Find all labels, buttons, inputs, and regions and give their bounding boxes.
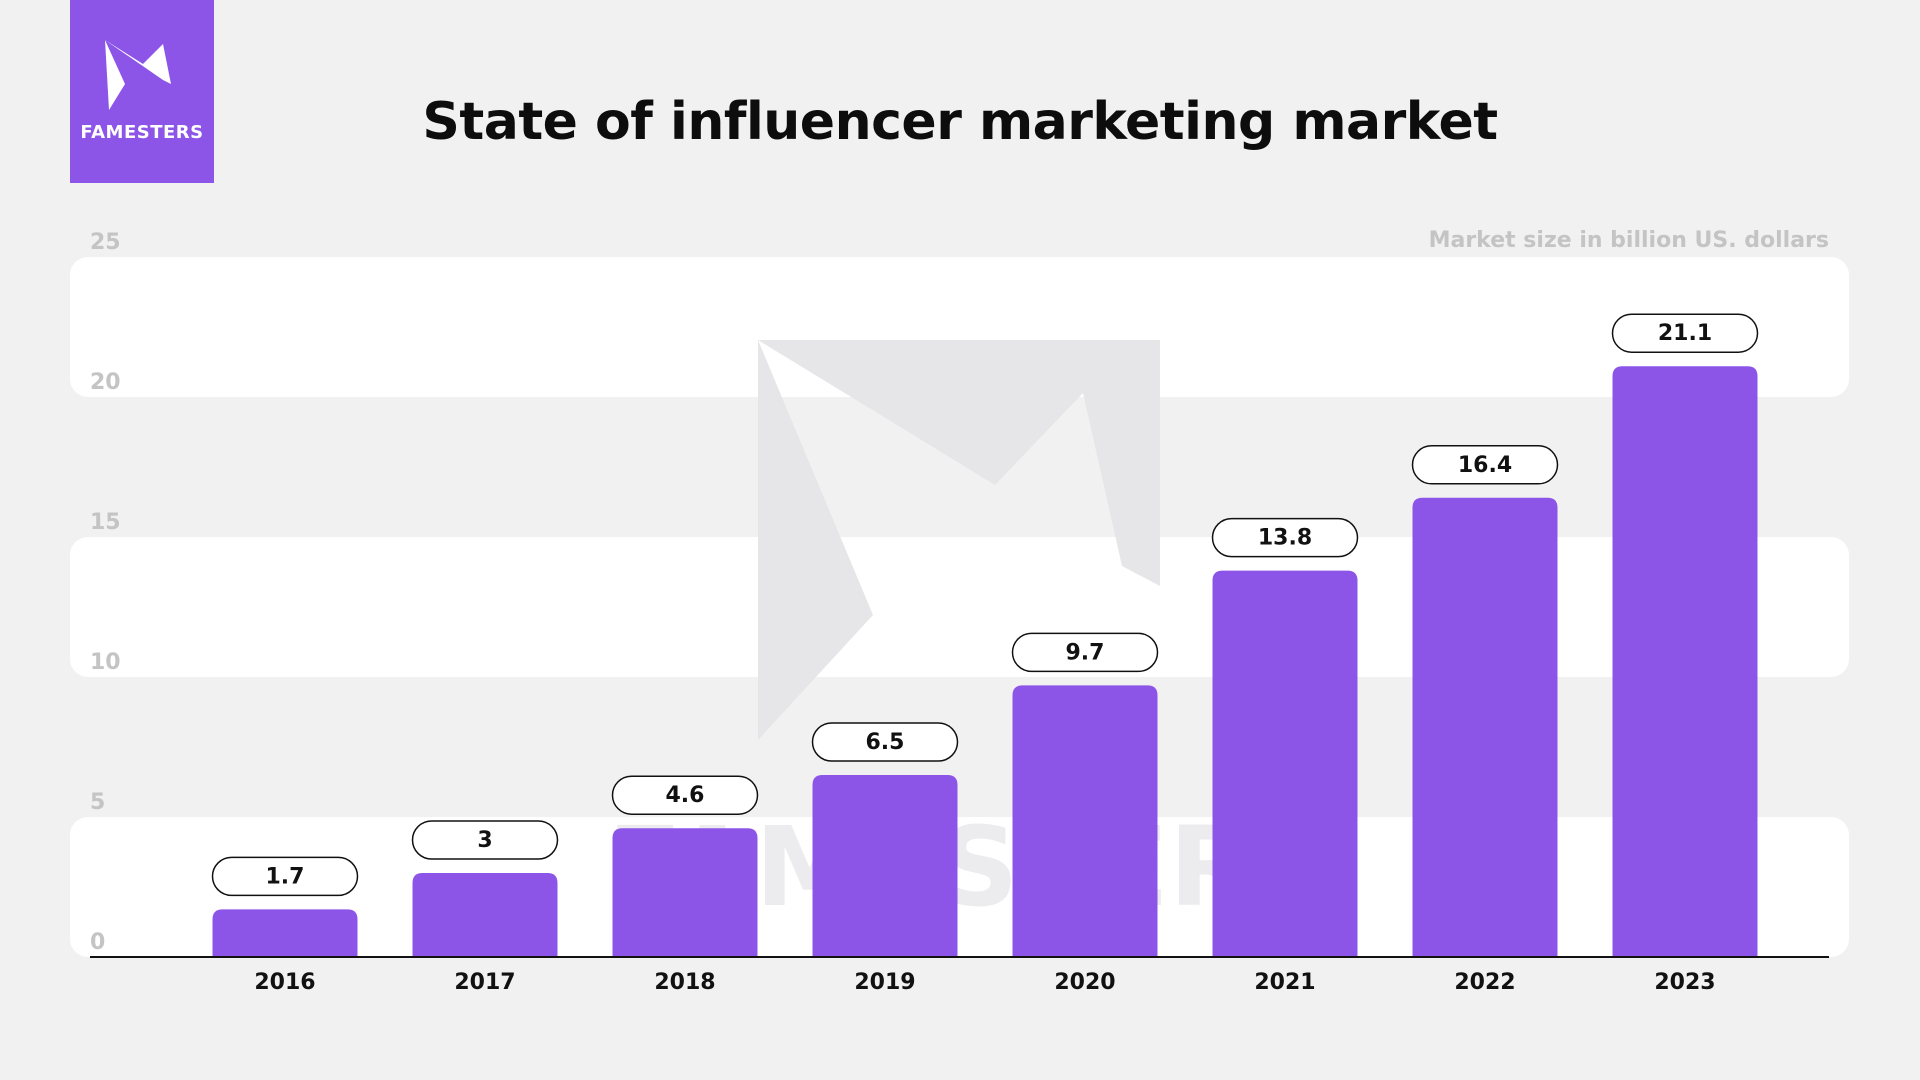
y-tick-label: 5 (90, 790, 105, 815)
x-tick-label: 2020 (1054, 970, 1115, 995)
x-tick-label: 2017 (454, 970, 515, 995)
data-label: 16.4 (1411, 445, 1559, 485)
data-label-text: 13.8 (1258, 526, 1312, 551)
x-axis: 2016 2017 2018 2019 2020 2021 2022 2023 (254, 970, 1715, 995)
bars (212, 366, 1758, 957)
data-label: 9.7 (1011, 632, 1159, 673)
data-label: 4.6 (611, 775, 759, 815)
y-tick-label: 10 (90, 650, 121, 675)
x-tick-label: 2021 (1254, 970, 1315, 995)
logo-wordmark: FAMESTERS (80, 122, 204, 143)
data-label: 1.7 (211, 856, 359, 897)
data-labels: 1.7 3 4.6 6.5 9.7 13.8 16.4 21.1 (211, 313, 1759, 897)
data-label: 3 (411, 820, 559, 860)
x-tick-label: 2023 (1654, 970, 1715, 995)
bar (1212, 570, 1358, 957)
data-label: 13.8 (1211, 517, 1359, 558)
bar (812, 775, 958, 957)
y-tick-label: 0 (90, 930, 105, 955)
data-label-pill (411, 820, 559, 860)
data-label-text: 16.4 (1458, 453, 1512, 478)
data-label-text: 21.1 (1658, 321, 1712, 346)
x-tick-label: 2022 (1454, 970, 1515, 995)
bar (1012, 685, 1158, 957)
page-title: State of influencer marketing market (422, 92, 1498, 152)
bar (612, 828, 758, 957)
y-tick-label: 15 (90, 510, 121, 535)
watermark-mark-icon (758, 340, 873, 740)
data-label-text: 4.6 (666, 783, 705, 808)
data-label-text: 3 (477, 828, 492, 853)
data-label-pill (811, 722, 959, 762)
grid-band (70, 537, 1849, 677)
data-label-text: 9.7 (1066, 640, 1105, 665)
y-tick-label: 20 (90, 370, 121, 395)
grid-bands (70, 257, 1849, 957)
units-label: Market size in billion US. dollars (1428, 228, 1829, 253)
data-label-pill (1211, 517, 1359, 558)
famesters-mark-icon (105, 40, 171, 110)
grid-band (70, 257, 1849, 397)
data-label: 21.1 (1611, 313, 1759, 353)
x-tick-label: 2019 (854, 970, 915, 995)
bar (1412, 497, 1558, 957)
data-label-pill (1411, 445, 1559, 485)
data-label-pill (1011, 632, 1159, 673)
y-axis: 0 5 10 15 20 25 (90, 230, 121, 955)
watermark-mark-icon (758, 340, 1160, 586)
data-label-pill (1611, 313, 1759, 353)
data-label: 6.5 (811, 722, 959, 762)
y-tick-label: 25 (90, 230, 121, 255)
data-label-text: 1.7 (266, 864, 305, 889)
bar (212, 909, 358, 957)
x-tick-label: 2016 (254, 970, 315, 995)
x-tick-label: 2018 (654, 970, 715, 995)
famesters-logo: FAMESTERS (70, 0, 214, 183)
bar (412, 873, 558, 957)
data-label-text: 6.5 (866, 730, 905, 755)
bar (1612, 366, 1758, 957)
data-label-pill (611, 775, 759, 815)
data-label-pill (211, 856, 359, 897)
